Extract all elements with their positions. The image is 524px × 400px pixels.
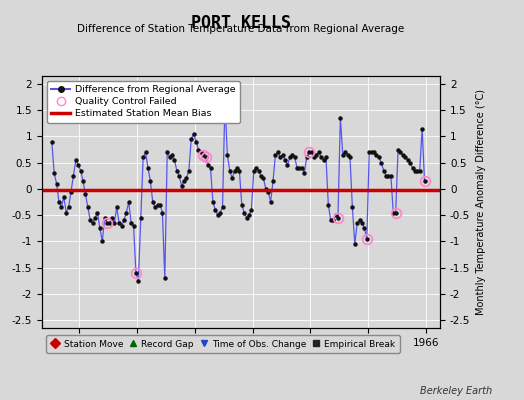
Text: PORT KELLS: PORT KELLS: [191, 14, 291, 32]
Text: Berkeley Earth: Berkeley Earth: [420, 386, 493, 396]
Legend: Station Move, Record Gap, Time of Obs. Change, Empirical Break: Station Move, Record Gap, Time of Obs. C…: [47, 335, 400, 353]
Y-axis label: Monthly Temperature Anomaly Difference (°C): Monthly Temperature Anomaly Difference (…: [476, 89, 486, 315]
Text: Difference of Station Temperature Data from Regional Average: Difference of Station Temperature Data f…: [78, 24, 405, 34]
